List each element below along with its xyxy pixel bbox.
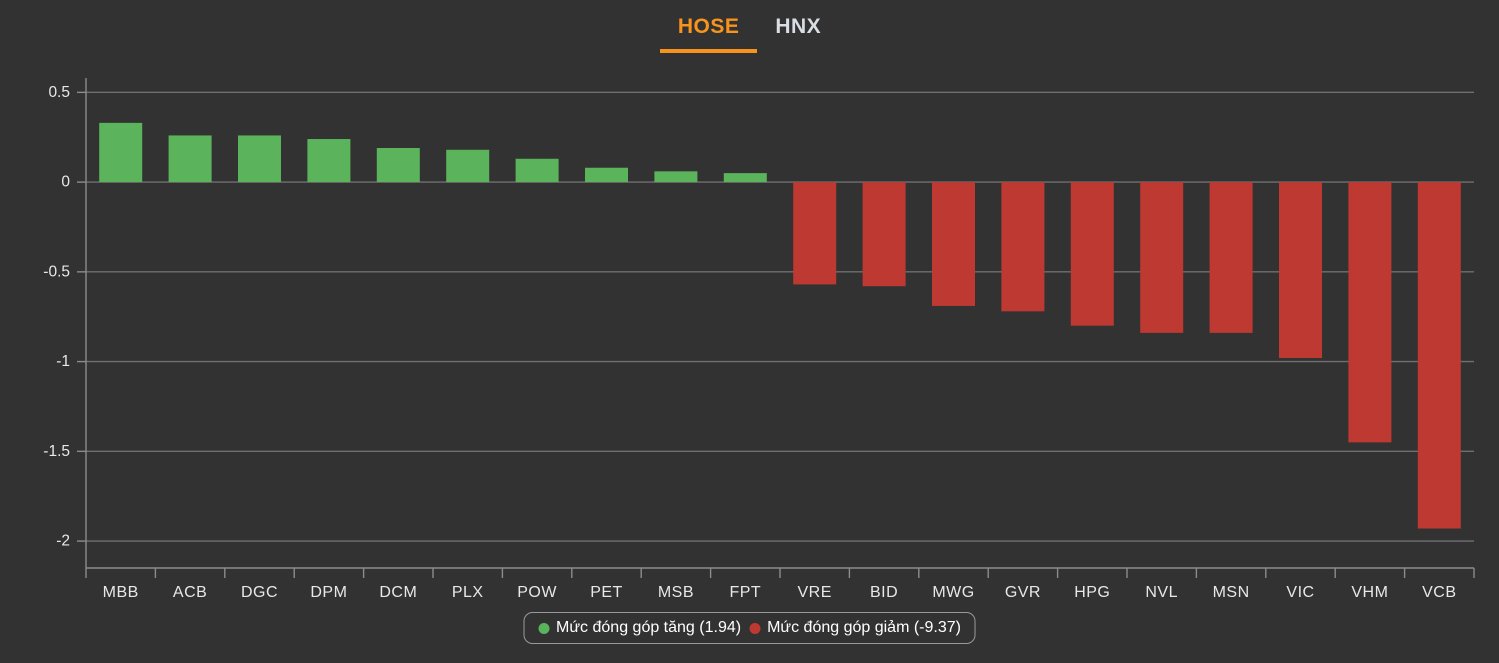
x-label-DCM: DCM <box>379 584 417 601</box>
bar-VRE[interactable] <box>793 182 837 285</box>
negative-series-dot-icon <box>749 622 761 634</box>
bar-MWG[interactable] <box>932 182 975 306</box>
x-label-ACB: ACB <box>173 584 207 601</box>
x-label-PET: PET <box>590 584 623 601</box>
bar-DPM[interactable] <box>307 139 351 183</box>
x-label-NVL: NVL <box>1145 584 1178 601</box>
bar-GVR[interactable] <box>1001 182 1045 312</box>
legend-label-positive: Mức đóng góp tăng (1.94) <box>556 619 742 636</box>
x-label-MSB: MSB <box>658 584 694 601</box>
legend-item-positive[interactable]: Mức đóng góp tăng (1.94) <box>538 619 741 637</box>
x-label-VRE: VRE <box>797 584 831 601</box>
y-tick-label: -1.5 <box>43 443 70 460</box>
bar-DCM[interactable] <box>376 148 420 183</box>
y-tick-label: 0.5 <box>48 84 70 101</box>
bar-FPT[interactable] <box>723 173 767 183</box>
x-label-PLX: PLX <box>452 584 484 601</box>
x-label-MSN: MSN <box>1213 584 1250 601</box>
x-label-MBB: MBB <box>103 584 139 601</box>
bar-NVL[interactable] <box>1140 182 1184 333</box>
x-label-GVR: GVR <box>1005 584 1041 601</box>
bar-VIC[interactable] <box>1279 182 1322 358</box>
y-tick-label: -0.5 <box>43 263 70 280</box>
bar-POW[interactable] <box>515 158 559 183</box>
x-label-FPT: FPT <box>729 584 761 601</box>
bar-VHM[interactable] <box>1348 182 1392 443</box>
bar-MSN[interactable] <box>1209 182 1253 333</box>
bar-BID[interactable] <box>862 182 906 287</box>
y-tick-label: -1 <box>56 353 70 370</box>
chart-legend: Mức đóng góp tăng (1.94) Mức đóng góp gi… <box>523 612 976 644</box>
bar-MBB[interactable] <box>99 122 143 183</box>
bar-VCB[interactable] <box>1417 182 1461 529</box>
exchange-tabs: HOSE HNX <box>0 0 1499 60</box>
bar-DGC[interactable] <box>238 135 281 183</box>
bar-ACB[interactable] <box>168 135 212 183</box>
x-label-BID: BID <box>870 584 898 601</box>
tab-hose[interactable]: HOSE <box>659 15 758 53</box>
x-label-DGC: DGC <box>241 584 278 601</box>
x-label-VIC: VIC <box>1286 584 1314 601</box>
legend-item-negative[interactable]: Mức đóng góp giảm (-9.37) <box>749 619 961 637</box>
bar-HPG[interactable] <box>1070 182 1114 326</box>
y-tick-label: -2 <box>56 533 70 550</box>
tab-hnx[interactable]: HNX <box>775 15 822 38</box>
y-tick-label: 0 <box>61 174 70 191</box>
bar-MSB[interactable] <box>654 171 698 183</box>
x-label-POW: POW <box>517 584 557 601</box>
legend-label-negative: Mức đóng góp giảm (-9.37) <box>767 619 961 636</box>
bar-PLX[interactable] <box>446 149 490 183</box>
positive-series-dot-icon <box>538 622 550 634</box>
x-label-HPG: HPG <box>1074 584 1110 601</box>
x-label-MWG: MWG <box>932 584 974 601</box>
x-label-DPM: DPM <box>310 584 347 601</box>
x-label-VCB: VCB <box>1422 584 1456 601</box>
bar-PET[interactable] <box>585 167 628 183</box>
x-label-VHM: VHM <box>1351 584 1388 601</box>
